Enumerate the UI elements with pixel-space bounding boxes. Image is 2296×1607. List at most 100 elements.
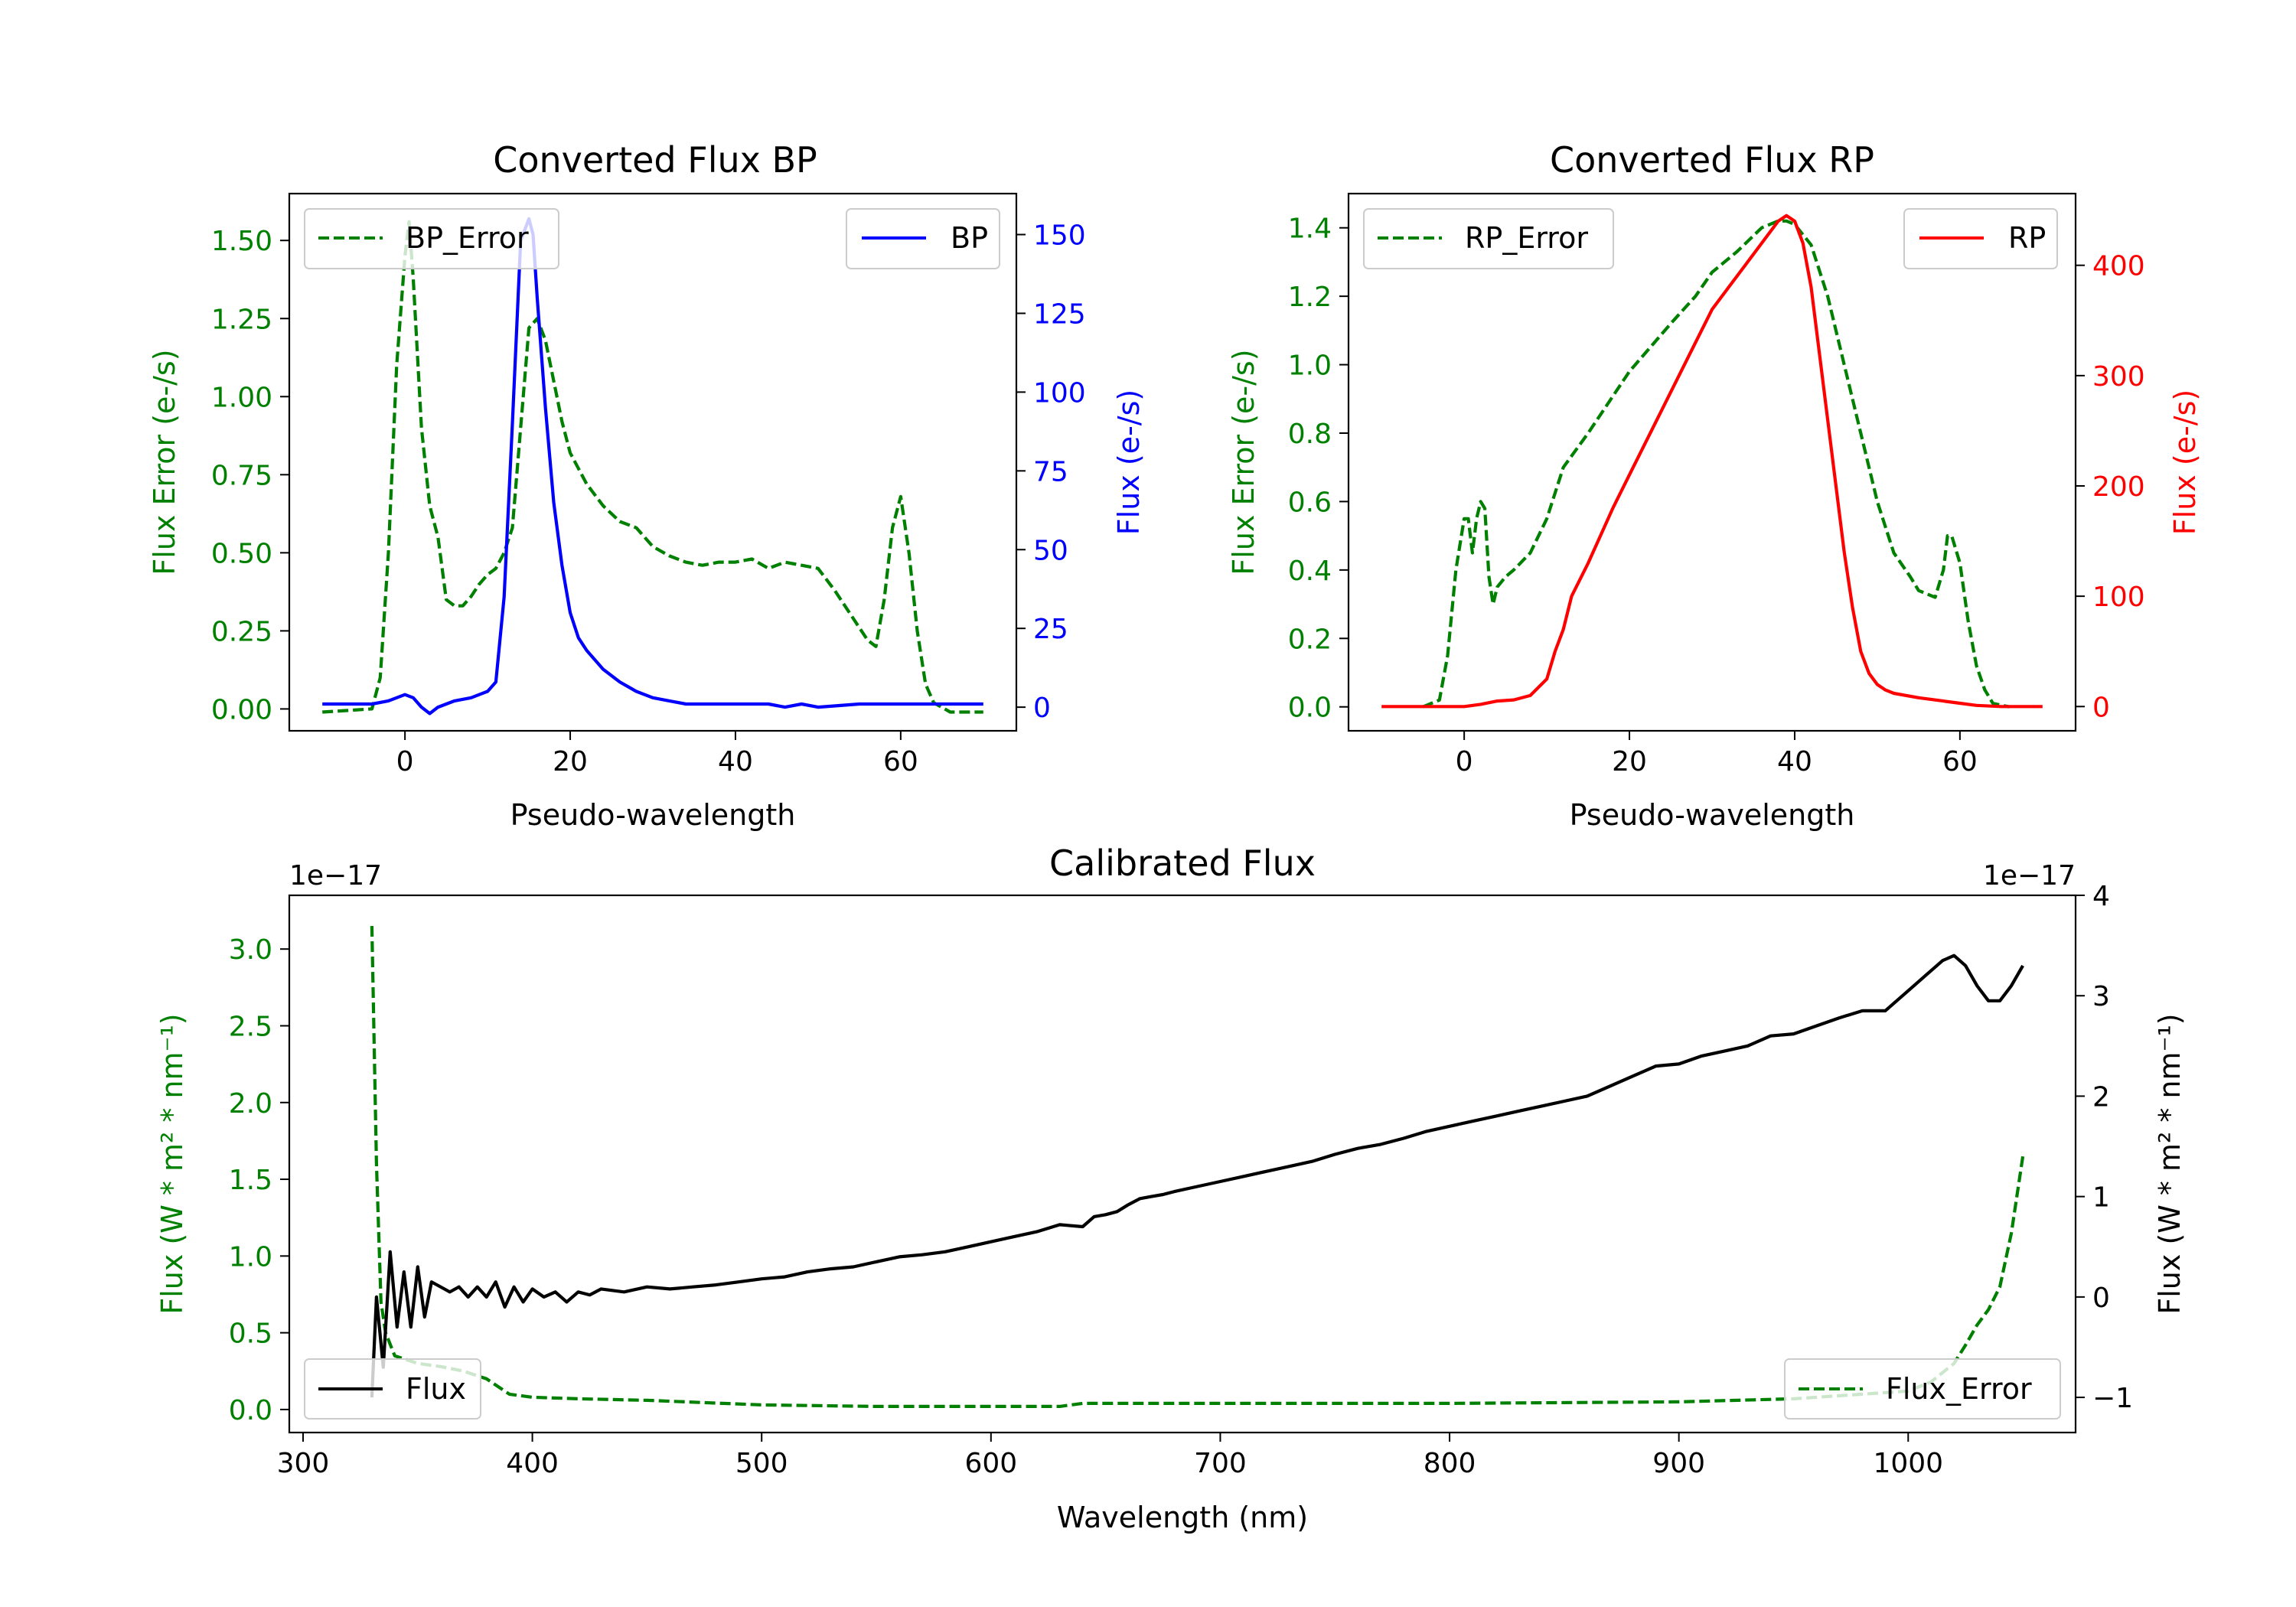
rp-left-tick-label: 0.0 [1288, 693, 1332, 724]
cal-left-tick-label: 0.5 [229, 1319, 272, 1350]
bp-right-tick-label: 125 [1033, 298, 1086, 330]
bp-bp-line [322, 217, 983, 715]
rp-left-tick-label: 1.4 [1288, 214, 1332, 245]
rp-title: Converted Flux RP [1550, 139, 1874, 181]
rp-right-tick-label: 100 [2092, 582, 2145, 613]
cal-left-ticks: 0.0 0.5 1.0 1.5 2.0 2.5 3.0 [229, 934, 289, 1426]
bp-left-ticks: 0.00 0.25 0.50 0.75 1.00 1.25 1.50 [211, 226, 289, 725]
bp-legend-right: BP [846, 208, 1000, 269]
cal-x-tick-label: 900 [1652, 1448, 1705, 1479]
rp-x-tick-label: 60 [1942, 746, 1978, 777]
bp-bp-error-line [322, 220, 983, 714]
cal-left-axis-label: Flux (W * m² * nm⁻¹) [155, 1013, 189, 1314]
bp-plot-area [322, 217, 983, 715]
cal-legend-left: Flux [304, 1358, 481, 1420]
cal-left-tick-label: 2.0 [229, 1088, 272, 1120]
cal-legend-right: Flux_Error [1784, 1358, 2061, 1420]
cal-axes-frame [288, 894, 2077, 1434]
rp-left-tick-label: 0.8 [1288, 419, 1332, 450]
cal-legend-left-box [304, 1358, 481, 1420]
rp-right-tick-label: 300 [2092, 361, 2145, 393]
rp-x-ticks: 0 20 40 60 [1456, 731, 1978, 777]
cal-x-tick-label: 500 [735, 1448, 788, 1479]
rp-x-tick-label: 20 [1612, 746, 1647, 777]
bp-x-ticks: 0 20 40 60 [396, 731, 918, 777]
bp-left-tick-label: 0.50 [211, 538, 272, 569]
rp-left-tick-label: 0.6 [1288, 487, 1332, 518]
cal-flux-line [370, 953, 2024, 1398]
calibrated-panel: Calibrated Flux 300 400 500 600 700 800 900 100… [155, 843, 2187, 1534]
bp-right-tick-label: 150 [1033, 220, 1086, 252]
cal-x-tick-label: 1000 [1873, 1448, 1943, 1479]
bp-left-tick-label: 0.00 [211, 694, 272, 725]
cal-x-tick-label: 300 [277, 1448, 330, 1479]
bp-right-axis-label: Flux (e-/s) [1112, 390, 1146, 535]
bp-error-legend-label: BP_Error [406, 221, 529, 255]
rp-x-tick-label: 40 [1777, 746, 1812, 777]
rp-panel: Converted Flux RP 0 20 40 60 0.0 0.2 0.4 0.6 0.… [1227, 139, 2202, 832]
cal-legend-right-box [1784, 1358, 2061, 1420]
bp-right-tick-label: 25 [1033, 614, 1068, 645]
cal-right-tick-label: 4 [2092, 881, 2110, 912]
rp-left-tick-label: 1.0 [1288, 350, 1332, 382]
rp-right-tick-label: 0 [2092, 692, 2110, 723]
rp-axes-frame [1347, 192, 2077, 732]
bp-x-tick-label: 40 [718, 746, 753, 777]
bp-x-axis-label: Pseudo-wavelength [510, 798, 796, 832]
bp-panel: Converted Flux BP 0 20 40 60 0.000.250.500.… [148, 139, 1146, 832]
bp-title: Converted Flux BP [493, 139, 817, 181]
bp-x-tick-label: 60 [883, 746, 918, 777]
cal-right-offset-text: 1e−17 [1983, 860, 2076, 892]
cal-left-tick-label: 3.0 [229, 934, 272, 966]
bp-left-axis-label: Flux Error (e-/s) [148, 349, 181, 575]
bp-right-tick-label: 75 [1033, 456, 1068, 487]
rp-x-tick-label: 0 [1456, 746, 1473, 777]
cal-flux-legend-label: Flux [406, 1372, 466, 1406]
bp-right-ticks: 0 25 50 75 100 125 150 [1016, 220, 1086, 724]
rp-left-axis-label: Flux Error (e-/s) [1227, 349, 1261, 575]
rp-legend-right: RP [1903, 208, 2058, 269]
bp-right-tick-label: 100 [1033, 377, 1086, 409]
cal-left-tick-label: 1.0 [229, 1241, 272, 1273]
bp-x-tick-label: 0 [396, 746, 414, 777]
rp-left-tick-label: 0.4 [1288, 556, 1332, 587]
cal-x-axis-label: Wavelength (nm) [1057, 1501, 1308, 1534]
cal-right-tick-label: −1 [2092, 1383, 2133, 1414]
cal-left-tick-label: 0.0 [229, 1395, 272, 1426]
bp-left-tick-label: 0.25 [211, 616, 272, 647]
rp-legend-label: RP [2008, 221, 2046, 255]
cal-right-ticks: −1 0 1 2 3 4 [2076, 881, 2133, 1414]
rp-left-ticks: 0.0 0.2 0.4 0.6 0.8 1.0 1.2 1.4 [1288, 214, 1349, 724]
cal-right-tick-label: 0 [2092, 1283, 2110, 1314]
cal-x-tick-label: 700 [1194, 1448, 1247, 1479]
rp-right-ticks: 0 100 200 300 400 [2076, 251, 2145, 723]
rp-plot-area [1381, 214, 2043, 709]
rp-legend-left: RP_Error [1363, 208, 1614, 269]
cal-right-axis-label: Flux (W * m² * nm⁻¹) [2153, 1013, 2187, 1314]
bp-left-tick-label: 1.00 [211, 382, 272, 413]
bp-legend-label: BP [951, 221, 988, 255]
cal-left-tick-label: 1.5 [229, 1165, 272, 1196]
bp-right-tick-label: 50 [1033, 535, 1068, 566]
cal-error-legend-label: Flux_Error [1886, 1372, 2032, 1406]
cal-x-tick-label: 600 [964, 1448, 1017, 1479]
bp-left-tick-label: 0.75 [211, 460, 272, 491]
rp-error-legend-label: RP_Error [1465, 221, 1588, 255]
bp-left-tick-label: 1.25 [211, 304, 272, 335]
cal-title: Calibrated Flux [1049, 843, 1316, 884]
rp-rp-error-line [1422, 219, 2011, 709]
rp-legend-left-box [1363, 208, 1614, 269]
cal-right-tick-label: 3 [2092, 981, 2110, 1012]
bp-axes-frame [288, 192, 1018, 732]
rp-x-axis-label: Pseudo-wavelength [1570, 798, 1855, 832]
bp-right-tick-label: 0 [1033, 693, 1051, 724]
bp-legend-left: BP_Error [304, 208, 559, 269]
rp-right-tick-label: 200 [2092, 471, 2145, 503]
rp-left-tick-label: 0.2 [1288, 624, 1332, 655]
cal-right-tick-label: 1 [2092, 1182, 2110, 1214]
rp-rp-line [1381, 214, 2043, 709]
cal-left-tick-label: 2.5 [229, 1011, 272, 1042]
bp-left-tick-label: 1.50 [211, 226, 272, 257]
cal-right-tick-label: 2 [2092, 1081, 2110, 1113]
